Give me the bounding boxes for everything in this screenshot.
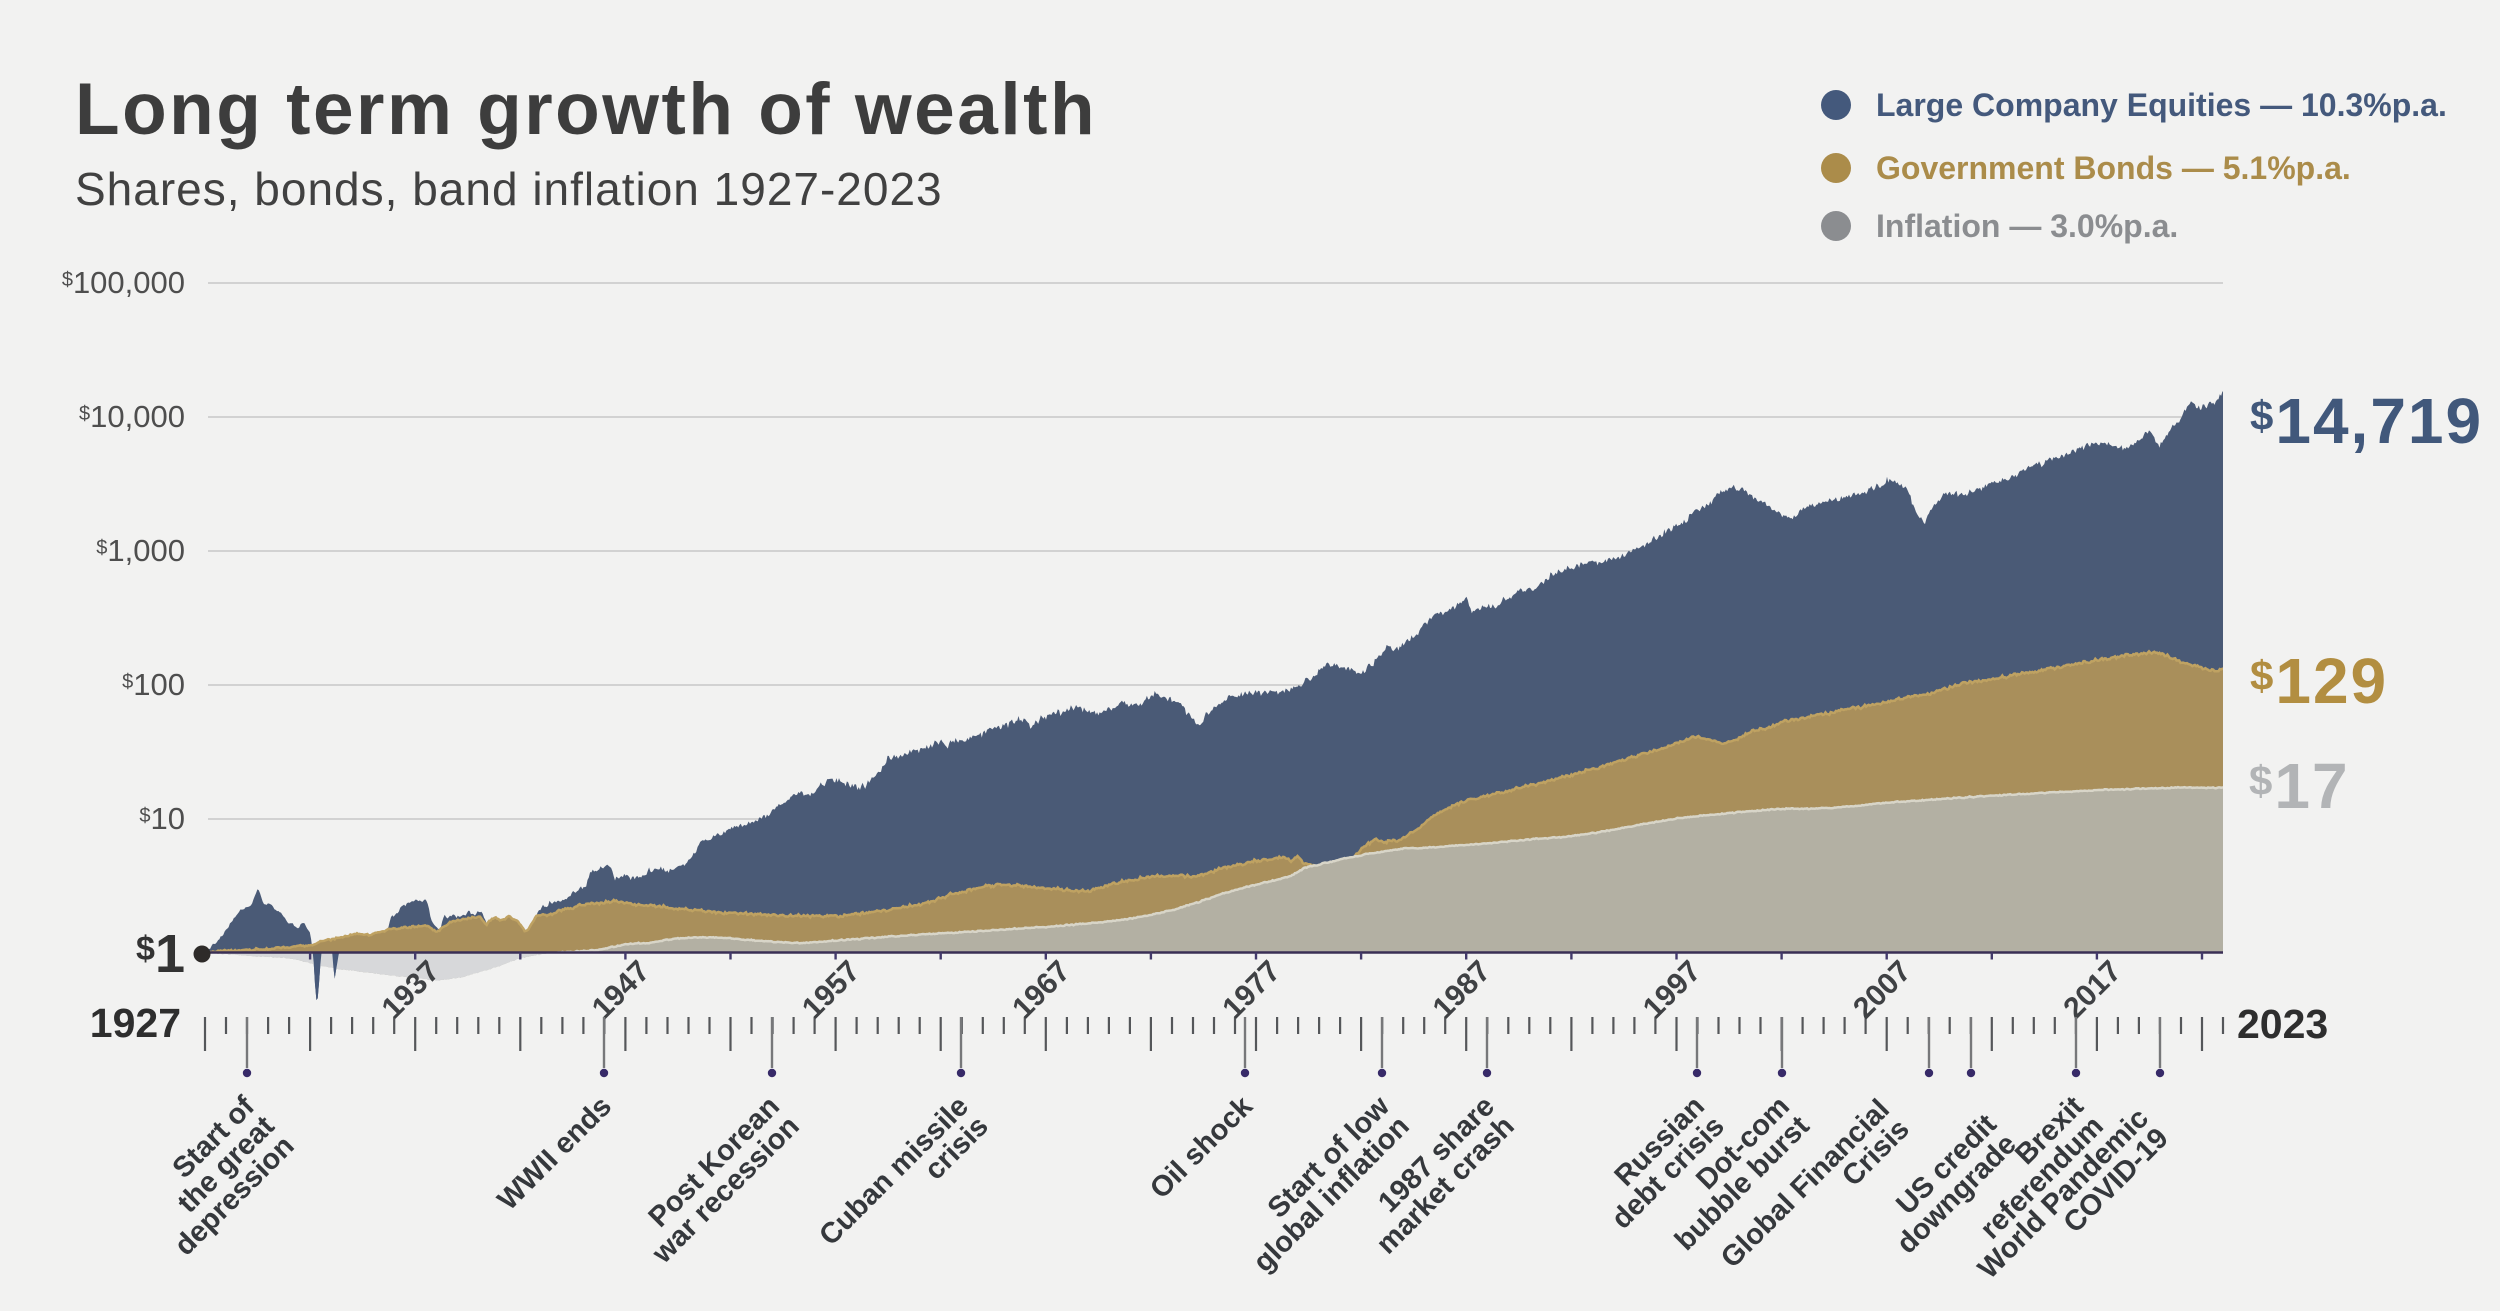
svg-text:Shares, bonds, band inflation: Shares, bonds, band inflation 1927-2023 [75,163,943,215]
svg-text:$129: $129 [2250,645,2388,717]
svg-text:$1,000: $1,000 [96,533,185,568]
svg-text:$17: $17 [2249,750,2350,822]
svg-text:Large Company Equities — 10.3%: Large Company Equities — 10.3%p.a. [1876,87,2447,123]
svg-text:$14,719: $14,719 [2250,385,2483,457]
svg-text:$1: $1 [136,924,185,984]
svg-text:$100,000: $100,000 [62,265,185,300]
svg-text:$10,000: $10,000 [79,399,185,434]
svg-text:Inflation — 3.0%p.a.: Inflation — 3.0%p.a. [1876,208,2178,244]
svg-text:2023: 2023 [2237,1001,2328,1047]
svg-text:1927: 1927 [90,1000,181,1046]
svg-text:$100: $100 [122,667,185,702]
svg-text:Government Bonds — 5.1%p.a.: Government Bonds — 5.1%p.a. [1876,150,2351,186]
svg-text:$10: $10 [139,801,185,836]
svg-text:Long term growth of wealth: Long term growth of wealth [75,69,1097,150]
